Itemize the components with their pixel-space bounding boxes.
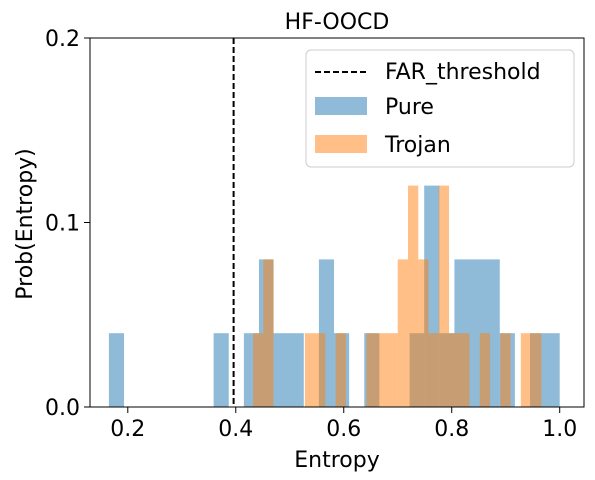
trojan-bar-9: [428, 333, 439, 407]
legend-box: [305, 49, 575, 168]
legend-threshold-label: FAR_threshold: [385, 60, 541, 85]
y-tick-label-1: 0.1: [45, 212, 80, 237]
x-axis-ticks: 0.2 0.4 0.6 0.8 1.0: [110, 407, 577, 442]
trojan-bar-1: [263, 259, 274, 407]
trojan-bar-8: [418, 259, 429, 407]
trojan-bar-14: [520, 333, 542, 407]
x-axis-label: Entropy: [294, 448, 379, 473]
pure-bar-0: [108, 333, 125, 407]
trojan-bars: [253, 185, 542, 407]
trojan-bar-2: [304, 333, 326, 407]
chart-title: HF-OOCD: [285, 10, 390, 35]
trojan-bar-0: [253, 333, 264, 407]
y-tick-label-2: 0.2: [45, 27, 80, 52]
legend: FAR_threshold Pure Trojan: [305, 49, 575, 168]
trojan-bar-11: [449, 333, 470, 407]
legend-pure-swatch: [315, 97, 367, 115]
trojan-bar-7: [407, 185, 419, 407]
y-axis-label: Prob(Entropy): [13, 148, 38, 300]
pure-bar-1: [213, 333, 229, 407]
legend-pure-label: Pure: [385, 95, 434, 120]
x-tick-label-4: 1.0: [542, 417, 577, 442]
x-tick-label-1: 0.4: [218, 417, 253, 442]
trojan-bar-5: [377, 333, 398, 407]
trojan-bar-6: [397, 259, 408, 407]
x-tick-label-3: 0.8: [434, 417, 469, 442]
y-axis-ticks: 0.0 0.1 0.2: [45, 27, 90, 421]
legend-trojan-label: Trojan: [384, 133, 451, 158]
y-tick-label-0: 0.0: [45, 396, 80, 421]
trojan-bar-10: [438, 185, 450, 407]
trojan-bar-4: [366, 333, 378, 407]
trojan-bar-13: [500, 333, 511, 407]
trojan-bar-3: [335, 333, 346, 407]
x-tick-label-2: 0.6: [326, 417, 361, 442]
legend-trojan-swatch: [315, 135, 367, 153]
trojan-bar-12: [479, 333, 491, 407]
x-tick-label-0: 0.2: [110, 417, 145, 442]
pure-bar-4: [273, 333, 304, 407]
